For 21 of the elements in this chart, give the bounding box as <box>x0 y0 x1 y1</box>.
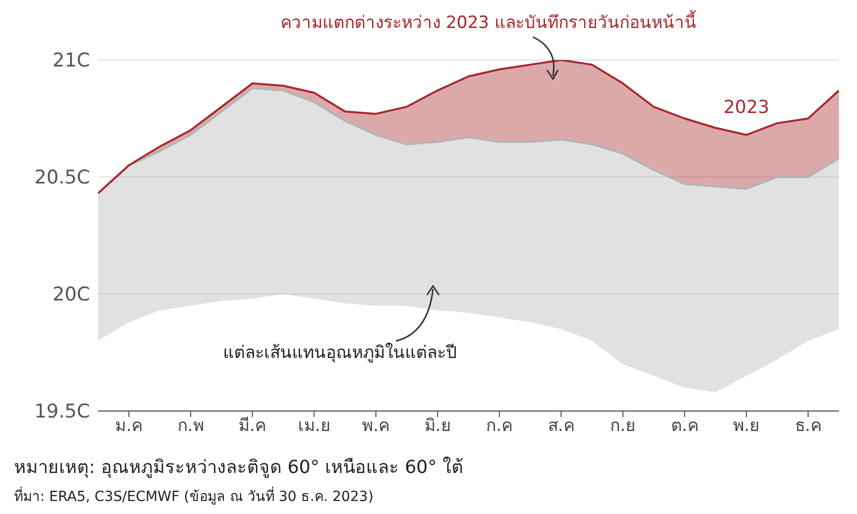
x-tick-label: ก.ค <box>486 416 513 436</box>
x-tick-label: ต.ค <box>670 416 698 436</box>
x-tick-label: ส.ค <box>548 416 574 436</box>
y-tick-label: 21C <box>52 50 90 72</box>
text: ที่มา: ERA5, C3S/ECMWF (ข้อมูล ณ วันที่ 30 ธ.ค. 2023) <box>13 486 374 507</box>
text: ความแตกต่างระหว่าง 2023 และบันทึกรายวันก่อนหน้านี้ <box>279 9 698 33</box>
annotation: แต่ละเส้นแทนอุณหภูมิในแต่ละปี <box>223 342 457 365</box>
x-tick-label: มิ.ย <box>424 416 451 436</box>
x-tick-label: ก.พ <box>177 416 204 436</box>
x-tick-label: มี.ค <box>238 416 266 436</box>
x-tick-label: ธ.ค <box>794 416 822 436</box>
x-tick-label: พ.ค <box>362 416 390 436</box>
x-tick-label: ม.ค <box>115 416 143 436</box>
y-tick-label: 19.5C <box>34 400 90 423</box>
text: หมายเหตุ: อุณหภูมิระหว่างละติจูด 60° เหนือและ 60° ใต้ <box>13 456 464 480</box>
x-tick-label: ก.ย <box>610 416 636 436</box>
x-tick-label: พ.ย <box>733 416 760 436</box>
y-tick-label: 20.5C <box>34 166 90 189</box>
x-tick-label: เม.ย <box>298 416 330 436</box>
series-label: 2023 <box>723 96 770 118</box>
y-tick-label: 20C <box>52 284 90 306</box>
